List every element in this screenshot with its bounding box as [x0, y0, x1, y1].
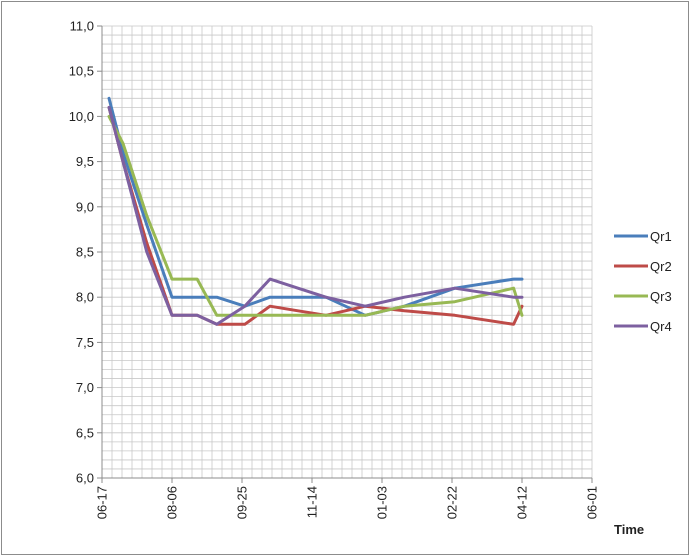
- legend-label: Qr1: [650, 229, 672, 244]
- y-tick-label: 11,0: [70, 19, 94, 34]
- x-tick-label: 04-12: [515, 486, 530, 519]
- y-tick-label: 10,5: [69, 64, 94, 79]
- y-tick-label: 7,5: [76, 335, 94, 350]
- legend-label: Qr3: [650, 289, 672, 304]
- legend-item-qr1: Qr1: [614, 229, 672, 244]
- legend-label: Qr4: [650, 319, 672, 334]
- series-line-qr2: [107, 105, 524, 326]
- grid-lines: [101, 25, 593, 479]
- y-tick-label: 7,0: [76, 380, 94, 395]
- legend-item-qr2: Qr2: [614, 259, 672, 274]
- x-tick-label: 11-14: [305, 486, 320, 518]
- x-tick-label: 06-17: [95, 486, 110, 519]
- y-tick-labels: 6,0 6,5 7,0 7,5 8,0 8,5 9,0 9,5 10,0 10,5 11,0: [69, 19, 102, 486]
- x-tick-label: 08-06: [165, 486, 180, 519]
- y-tick-label: 6,0: [76, 471, 94, 486]
- x-tick-label: 06-01: [585, 486, 600, 519]
- y-tick-label: 9,0: [76, 199, 94, 214]
- y-tick-label: 9,5: [76, 154, 94, 169]
- x-tick-labels: 06-17 08-06 09-25 11-14 01-03 02-22 04-12 06-01: [95, 478, 600, 519]
- x-tick-label: 01-03: [375, 486, 390, 519]
- legend: Qr1 Qr2 Qr3 Qr4: [614, 229, 672, 334]
- x-axis-title: Time: [614, 522, 644, 537]
- y-tick-label: 8,5: [76, 245, 94, 260]
- series-line-qr4: [107, 105, 524, 326]
- series-lines: [107, 96, 524, 326]
- x-tick-label: 09-25: [235, 486, 250, 519]
- legend-item-qr3: Qr3: [614, 289, 672, 304]
- y-tick-label: 6,5: [76, 425, 94, 440]
- legend-item-qr4: Qr4: [614, 319, 672, 334]
- x-tick-label: 02-22: [445, 486, 460, 519]
- y-tick-label: 8,0: [76, 290, 94, 305]
- series-line-qr1: [107, 96, 524, 317]
- series-line-qr3: [107, 114, 524, 317]
- legend-label: Qr2: [650, 259, 672, 274]
- y-tick-label: 10,0: [69, 109, 94, 124]
